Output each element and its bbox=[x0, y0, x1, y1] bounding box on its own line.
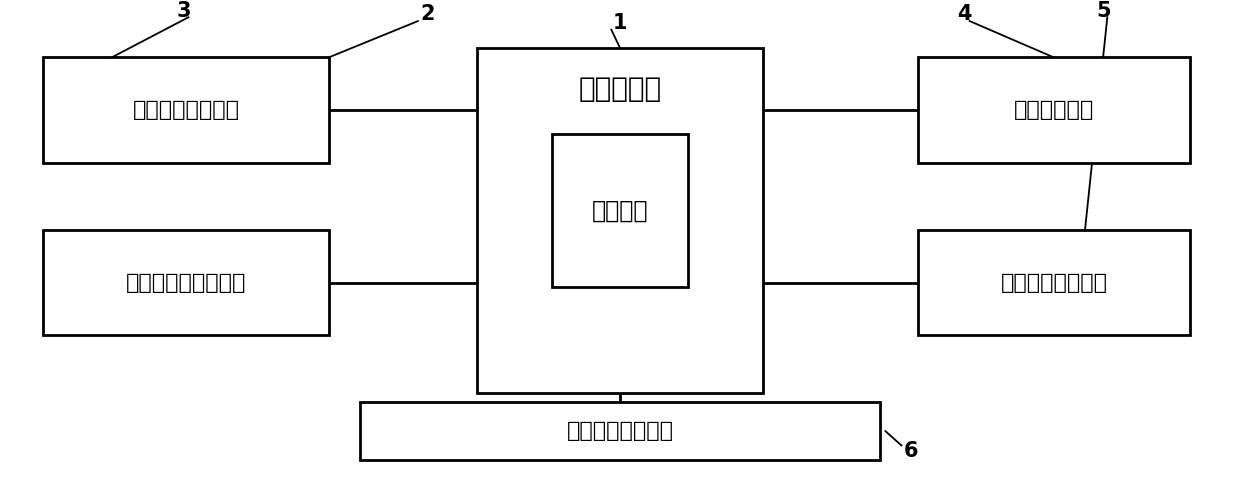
Text: 环境温湿度检测电路: 环境温湿度检测电路 bbox=[125, 273, 247, 293]
Text: 3: 3 bbox=[176, 0, 191, 21]
Bar bbox=[360, 402, 880, 460]
Text: 5: 5 bbox=[1096, 0, 1111, 21]
Text: 6: 6 bbox=[904, 441, 919, 461]
Bar bbox=[918, 57, 1190, 163]
Text: 1: 1 bbox=[613, 13, 627, 33]
Text: 摇控信号发射电路: 摇控信号发射电路 bbox=[1001, 273, 1107, 293]
Bar bbox=[477, 48, 763, 393]
Bar bbox=[918, 230, 1190, 335]
Text: 智能控制器: 智能控制器 bbox=[578, 75, 662, 103]
Bar bbox=[552, 134, 688, 287]
Text: 无线通讯电路: 无线通讯电路 bbox=[1014, 100, 1094, 120]
Text: 4: 4 bbox=[957, 4, 972, 24]
Bar bbox=[43, 230, 329, 335]
Text: 2: 2 bbox=[420, 4, 435, 24]
Text: 运行实时时间电路: 运行实时时间电路 bbox=[567, 421, 673, 441]
Bar bbox=[43, 57, 329, 163]
Text: 摇控信号接收电路: 摇控信号接收电路 bbox=[133, 100, 239, 120]
Text: 微处理器: 微处理器 bbox=[591, 199, 649, 223]
